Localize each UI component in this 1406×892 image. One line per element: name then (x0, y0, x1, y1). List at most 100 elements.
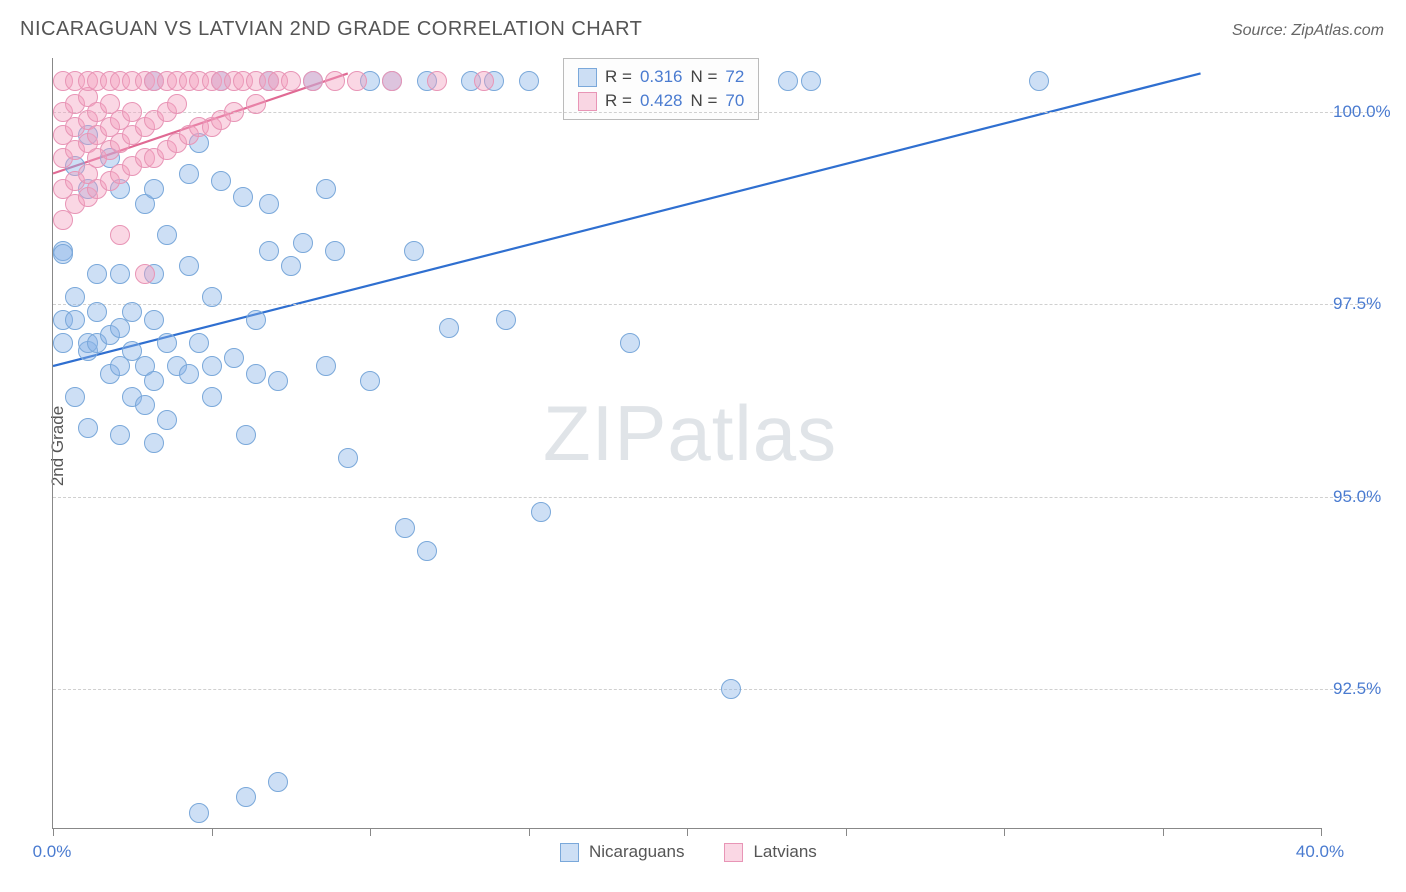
gridline-h (53, 497, 1373, 498)
legend-swatch-nicaraguans (578, 68, 597, 87)
x-tick-label: 40.0% (1296, 842, 1344, 862)
chart-title: NICARAGUAN VS LATVIAN 2ND GRADE CORRELAT… (20, 18, 642, 41)
scatter-point (293, 233, 313, 253)
scatter-point (338, 448, 358, 468)
scatter-point (78, 418, 98, 438)
y-tick-label: 95.0% (1333, 487, 1381, 507)
scatter-point (233, 187, 253, 207)
scatter-point (202, 287, 222, 307)
scatter-point (404, 241, 424, 261)
scatter-point (474, 71, 494, 91)
scatter-point (721, 679, 741, 699)
y-tick-label: 92.5% (1333, 679, 1381, 699)
scatter-point (281, 71, 301, 91)
scatter-point (65, 310, 85, 330)
scatter-point (157, 410, 177, 430)
scatter-point (325, 241, 345, 261)
scatter-point (224, 348, 244, 368)
scatter-point (360, 371, 380, 391)
scatter-point (303, 71, 323, 91)
scatter-point (122, 302, 142, 322)
x-tick (1321, 828, 1322, 836)
x-tick (212, 828, 213, 836)
x-tick (846, 828, 847, 836)
scatter-point (144, 310, 164, 330)
legend-swatch-latvians (724, 843, 743, 862)
scatter-point (268, 772, 288, 792)
scatter-point (281, 256, 301, 276)
scatter-point (157, 333, 177, 353)
scatter-point (65, 387, 85, 407)
scatter-point (53, 244, 73, 264)
n-label: N = (690, 65, 717, 89)
scatter-point (259, 194, 279, 214)
scatter-point (382, 71, 402, 91)
scatter-point (189, 333, 209, 353)
scatter-point (347, 71, 367, 91)
scatter-point (620, 333, 640, 353)
plot-area: ZIPatlas R = 0.316 N = 72 R = 0.428 N = … (52, 58, 1321, 829)
scatter-point (135, 264, 155, 284)
legend-swatch-nicaraguans (560, 843, 579, 862)
scatter-point (157, 225, 177, 245)
gridline-h (53, 689, 1373, 690)
scatter-point (224, 102, 244, 122)
scatter-point (417, 541, 437, 561)
scatter-point (144, 371, 164, 391)
watermark-atlas: atlas (667, 389, 837, 477)
x-tick (53, 828, 54, 836)
legend-swatch-latvians (578, 92, 597, 111)
scatter-point (236, 425, 256, 445)
r-label: R = (605, 89, 632, 113)
scatter-point (496, 310, 516, 330)
scatter-point (202, 387, 222, 407)
x-tick (1004, 828, 1005, 836)
n-value: 72 (725, 65, 744, 89)
series-legend: Nicaraguans Latvians (560, 842, 817, 862)
r-label: R = (605, 65, 632, 89)
scatter-point (110, 264, 130, 284)
r-value: 0.428 (640, 89, 683, 113)
scatter-point (801, 71, 821, 91)
scatter-point (325, 71, 345, 91)
x-tick-label: 0.0% (33, 842, 72, 862)
scatter-point (189, 803, 209, 823)
chart-container: NICARAGUAN VS LATVIAN 2ND GRADE CORRELAT… (0, 0, 1406, 892)
x-tick (529, 828, 530, 836)
scatter-point (268, 371, 288, 391)
gridline-h (53, 304, 1373, 305)
x-tick (687, 828, 688, 836)
scatter-point (246, 310, 266, 330)
n-label: N = (690, 89, 717, 113)
legend-label-latvians: Latvians (753, 842, 816, 862)
correlation-legend: R = 0.316 N = 72 R = 0.428 N = 70 (563, 58, 759, 120)
scatter-point (167, 94, 187, 114)
source-attribution: Source: ZipAtlas.com (1232, 22, 1384, 40)
y-tick-label: 100.0% (1333, 102, 1391, 122)
scatter-point (87, 302, 107, 322)
scatter-point (144, 433, 164, 453)
watermark: ZIPatlas (543, 388, 837, 479)
scatter-point (87, 264, 107, 284)
scatter-point (179, 256, 199, 276)
scatter-point (110, 425, 130, 445)
x-tick (370, 828, 371, 836)
scatter-point (202, 356, 222, 376)
scatter-point (53, 333, 73, 353)
scatter-point (211, 171, 231, 191)
scatter-point (778, 71, 798, 91)
watermark-zip: ZIP (543, 389, 667, 477)
scatter-point (1029, 71, 1049, 91)
x-tick (1163, 828, 1164, 836)
scatter-point (316, 179, 336, 199)
scatter-point (135, 395, 155, 415)
scatter-point (246, 364, 266, 384)
scatter-point (179, 164, 199, 184)
scatter-point (439, 318, 459, 338)
legend-row-nicaraguans: R = 0.316 N = 72 (578, 65, 744, 89)
scatter-point (246, 94, 266, 114)
scatter-point (531, 502, 551, 522)
n-value: 70 (725, 89, 744, 113)
r-value: 0.316 (640, 65, 683, 89)
scatter-point (259, 241, 279, 261)
